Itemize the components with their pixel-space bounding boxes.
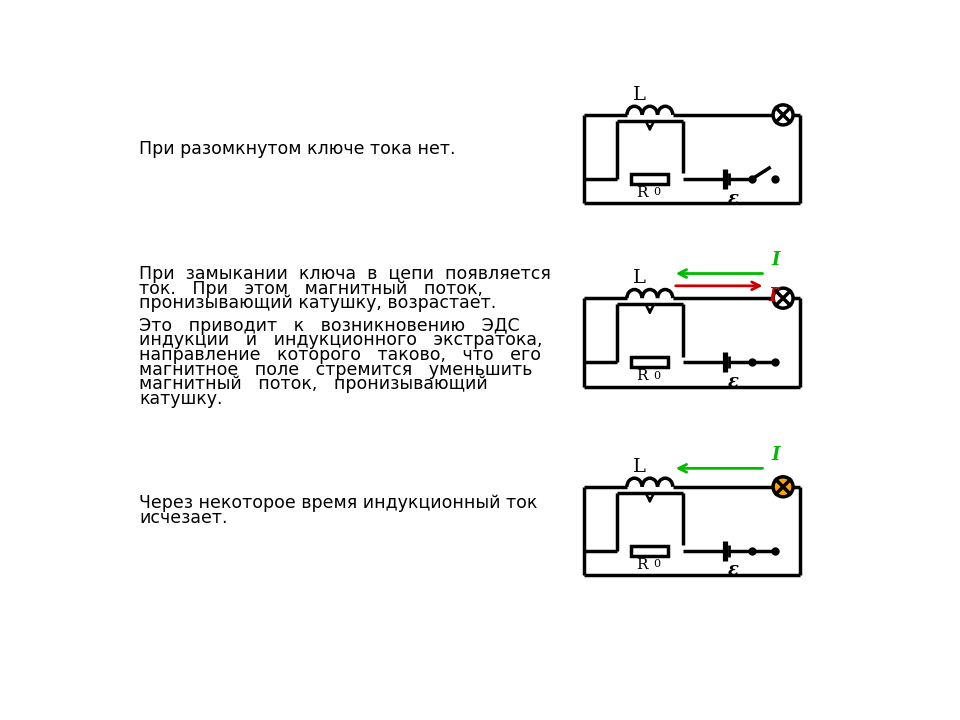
Text: исчезает.: исчезает. bbox=[139, 509, 228, 527]
Circle shape bbox=[773, 105, 793, 125]
Text: направление   которого   таково,   что   его: направление которого таково, что его bbox=[139, 346, 541, 364]
Text: R: R bbox=[636, 369, 648, 383]
Text: индукции   и   индукционного   экстратока,: индукции и индукционного экстратока, bbox=[139, 331, 542, 349]
Circle shape bbox=[773, 477, 793, 497]
Text: Через некоторое время индукционный ток: Через некоторое время индукционный ток bbox=[139, 495, 538, 513]
Text: При  замыкании  ключа  в  цепи  появляется: При замыкании ключа в цепи появляется bbox=[139, 265, 551, 283]
Text: катушку.: катушку. bbox=[139, 390, 223, 408]
Text: L: L bbox=[633, 458, 645, 476]
Bar bbox=[632, 357, 668, 367]
Text: ток.   При   этом   магнитный   поток,: ток. При этом магнитный поток, bbox=[139, 279, 483, 297]
Text: I: I bbox=[772, 251, 780, 269]
Text: магнитное   поле   стремится   уменьшить: магнитное поле стремится уменьшить bbox=[139, 361, 533, 379]
Text: 0: 0 bbox=[653, 371, 660, 381]
Text: ε: ε bbox=[728, 562, 738, 580]
Text: 0: 0 bbox=[653, 559, 660, 570]
Text: R: R bbox=[636, 557, 648, 572]
Text: I: I bbox=[772, 446, 780, 464]
Text: ε: ε bbox=[728, 373, 738, 391]
Text: магнитный   поток,   пронизывающий: магнитный поток, пронизывающий bbox=[139, 375, 488, 393]
Text: При разомкнутом ключе тока нет.: При разомкнутом ключе тока нет. bbox=[139, 140, 456, 158]
Text: I′: I′ bbox=[768, 287, 781, 305]
Text: L: L bbox=[633, 86, 645, 104]
Bar bbox=[632, 546, 668, 556]
Text: L: L bbox=[633, 269, 645, 287]
Text: пронизывающий катушку, возрастает.: пронизывающий катушку, возрастает. bbox=[139, 294, 496, 312]
Bar bbox=[632, 174, 668, 184]
Text: Это   приводит   к   возникновению   ЭДС: Это приводит к возникновению ЭДС bbox=[139, 317, 520, 335]
Text: R: R bbox=[636, 186, 648, 199]
Circle shape bbox=[773, 288, 793, 308]
Text: 0: 0 bbox=[653, 187, 660, 197]
Text: ε: ε bbox=[728, 189, 738, 207]
